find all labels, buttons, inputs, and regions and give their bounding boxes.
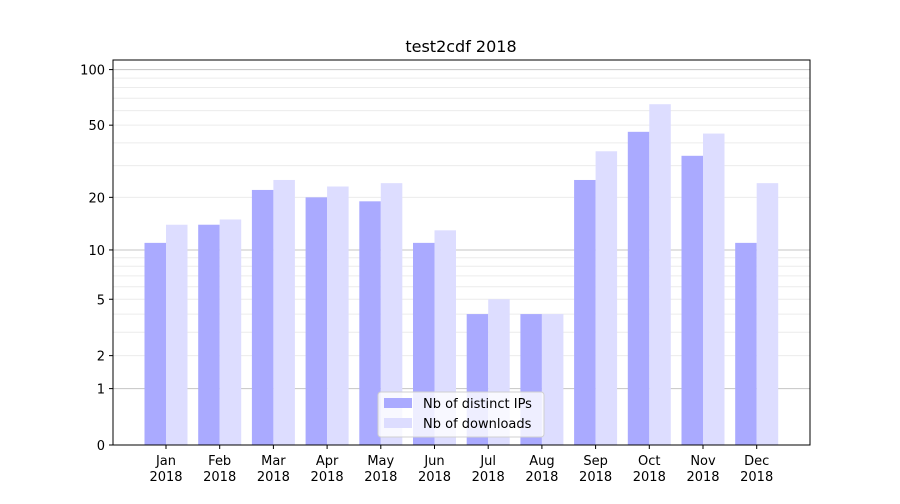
x-tick-label: Mar 2018 [257, 454, 290, 485]
x-tick-label: Oct 2018 [633, 454, 666, 485]
bar-distinct-ips [574, 179, 596, 445]
bar-distinct-ips [198, 224, 220, 445]
x-tick-label: Nov 2018 [686, 454, 719, 485]
y-tick-label: 0 [97, 439, 105, 454]
y-tick-label: 5 [97, 293, 105, 308]
bar-distinct-ips [251, 189, 274, 445]
bar-downloads [219, 219, 242, 445]
bar-downloads [327, 186, 349, 445]
bar-downloads [703, 133, 725, 445]
legend: Nb of distinct IPs Nb of downloads [377, 391, 545, 438]
x-tick-label: Sep 2018 [579, 454, 612, 485]
bar-distinct-ips [305, 197, 328, 445]
x-tick-label: Aug 2018 [525, 454, 558, 485]
y-tick-label: 1 [97, 383, 105, 398]
bar-distinct-ips [735, 242, 757, 445]
bar-distinct-ips [359, 201, 381, 445]
y-tick-label: 10 [88, 244, 105, 259]
y-tick-label: 20 [88, 191, 105, 206]
x-tick-label: May 2018 [364, 454, 397, 485]
bar-downloads [166, 224, 188, 445]
y-tick-label: 100 [80, 64, 105, 79]
bar-distinct-ips [144, 242, 166, 445]
x-tick-label: Apr 2018 [311, 454, 344, 485]
plot-frame [112, 59, 811, 446]
bar-distinct-ips [627, 131, 650, 445]
x-tick-label: Feb 2018 [203, 454, 236, 485]
bar-distinct-ips [681, 155, 703, 445]
x-tick-label: Dec 2018 [740, 454, 773, 485]
legend-box [377, 391, 545, 438]
bar-downloads [595, 151, 618, 445]
legend-label: Nb of distinct IPs [423, 397, 532, 412]
legend-label: Nb of downloads [423, 417, 532, 432]
x-tick-label: Jun 2018 [418, 454, 451, 485]
bar-downloads [756, 183, 779, 445]
chart-title: test2cdf 2018 [405, 37, 516, 56]
bar-downloads [649, 104, 671, 446]
bar-downloads [541, 314, 564, 445]
legend-swatch [384, 418, 412, 428]
x-tick-label: Jul 2018 [472, 454, 505, 485]
y-tick-label: 50 [88, 119, 105, 134]
bar-downloads [273, 179, 295, 445]
x-tick-label: Jan 2018 [149, 454, 182, 485]
legend-swatch [384, 398, 412, 408]
bar-downloads [434, 230, 456, 445]
bar-downloads [380, 183, 403, 445]
y-tick-label: 2 [97, 350, 105, 365]
